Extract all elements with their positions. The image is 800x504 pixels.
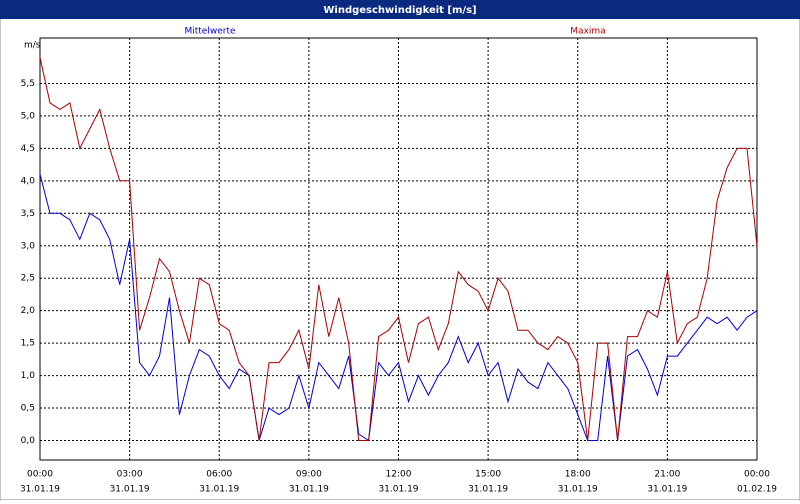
y-tick-label: 5,0: [21, 111, 36, 121]
x-tick-date: 31.01.19: [110, 485, 150, 495]
y-tick-label: 2,0: [21, 306, 36, 316]
y-tick-label: 3,0: [21, 241, 36, 251]
x-tick-date: 31.01.19: [20, 485, 60, 495]
y-tick-label: 1,5: [21, 339, 35, 349]
x-tick-label: 21:00: [654, 470, 680, 480]
y-tick-label: 3,5: [21, 209, 35, 219]
y-tick-label: 4,0: [21, 176, 36, 186]
y-tick-label: 0,5: [21, 404, 35, 414]
x-tick-label: 00:00: [27, 470, 53, 480]
x-tick-label: 03:00: [117, 470, 143, 480]
y-tick-label: 0,0: [21, 436, 36, 446]
y-tick-label: 5,5: [21, 79, 35, 89]
legend-entry: Maxima: [570, 27, 605, 37]
x-tick-date: 31.01.19: [378, 485, 418, 495]
legend-entry: Mittelwerte: [184, 27, 235, 37]
x-tick-label: 00:00: [744, 470, 770, 480]
x-tick-date: 31.01.19: [199, 485, 239, 495]
window-title: Windgeschwindigkeit [m/s]: [323, 5, 476, 16]
series-line: [39, 57, 758, 441]
x-tick-label: 06:00: [206, 470, 232, 480]
y-tick-label: 2,5: [21, 274, 35, 284]
y-tick-label: 4,5: [21, 144, 35, 154]
x-tick-label: 09:00: [296, 470, 322, 480]
title-bar: [0, 0, 800, 19]
series-line: [39, 174, 758, 442]
x-tick-label: 18:00: [565, 470, 591, 480]
x-tick-date: 31.01.19: [558, 485, 598, 495]
y-unit: m/s: [24, 41, 41, 51]
y-tick-label: 1,0: [21, 371, 36, 381]
x-tick-label: 12:00: [386, 470, 412, 480]
x-tick-label: 15:00: [475, 470, 501, 480]
x-tick-date: 01.02.19: [737, 485, 777, 495]
x-tick-date: 31.01.19: [647, 485, 687, 495]
x-tick-date: 31.01.19: [289, 485, 329, 495]
x-tick-date: 31.01.19: [468, 485, 508, 495]
